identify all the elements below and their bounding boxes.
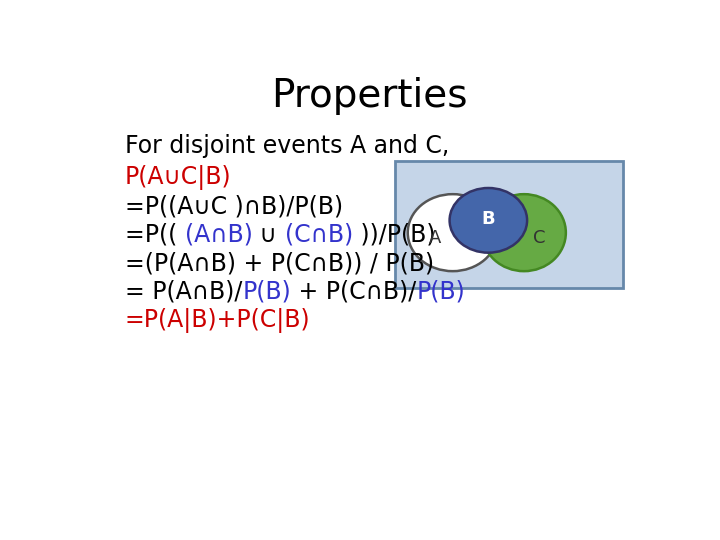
Text: P(B): P(B) <box>416 280 465 304</box>
Text: + P(C∩B)/: + P(C∩B)/ <box>291 280 416 304</box>
Text: = P(A∩B)/: = P(A∩B)/ <box>125 280 242 304</box>
Text: C: C <box>534 229 546 247</box>
Text: B: B <box>482 210 495 228</box>
Ellipse shape <box>449 188 527 253</box>
Ellipse shape <box>482 194 566 271</box>
Text: =(P(A∩B) + P(C∩B)) / P(B): =(P(A∩B) + P(C∩B)) / P(B) <box>125 252 434 275</box>
Text: =P((: =P(( <box>125 223 184 247</box>
FancyBboxPatch shape <box>395 161 624 288</box>
Text: For disjoint events A and C,: For disjoint events A and C, <box>125 134 449 158</box>
Text: =P(A|B)+P(C|B): =P(A|B)+P(C|B) <box>125 308 310 333</box>
Text: ∪: ∪ <box>253 223 284 247</box>
Text: P(B): P(B) <box>242 280 291 304</box>
Text: =P((A∪C )∩B)/P(B): =P((A∪C )∩B)/P(B) <box>125 194 343 219</box>
Text: A: A <box>428 229 441 247</box>
Text: (A∩B): (A∩B) <box>184 223 253 247</box>
Text: (C∩B): (C∩B) <box>284 223 353 247</box>
Text: P(A∪C|B): P(A∪C|B) <box>125 165 232 191</box>
Text: Properties: Properties <box>271 77 467 114</box>
Ellipse shape <box>408 194 498 271</box>
Text: ))/P(B): ))/P(B) <box>353 223 436 247</box>
